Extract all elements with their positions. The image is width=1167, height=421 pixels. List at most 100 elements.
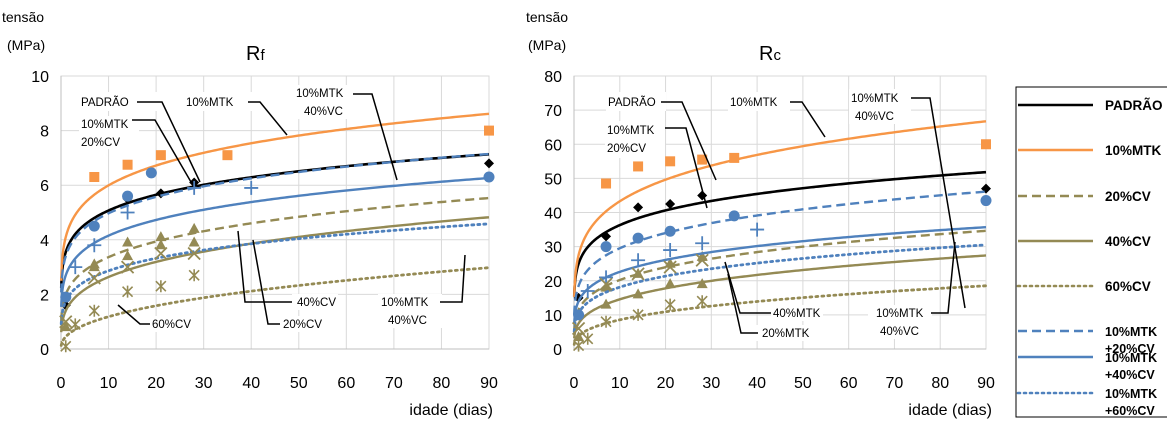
data-point <box>600 281 612 292</box>
y-tick-label: 30 <box>544 240 562 257</box>
x-tick-labels: 0 10 20 30 40 50 60 70 80 90 <box>57 375 498 392</box>
data-point <box>89 172 100 183</box>
data-point <box>122 236 134 247</box>
annotation-leader <box>440 254 466 303</box>
data-point <box>599 277 613 291</box>
x-axis-label: idade (dias) <box>409 402 493 419</box>
data-point <box>663 243 678 258</box>
data-point <box>631 253 646 268</box>
y-tick-label: 6 <box>40 178 49 195</box>
data-point <box>600 298 612 309</box>
data-point <box>580 283 595 298</box>
data-point <box>664 298 676 311</box>
data-point <box>665 198 676 209</box>
x-tick-label: 60 <box>337 375 355 392</box>
annotation-label: 10%MTK <box>381 297 429 309</box>
data-point <box>664 225 676 237</box>
annotation-label: PADRÃO <box>608 96 656 109</box>
legend-items: PADRÃO10%MTK20%CV40%CV60%CV10%MTK+20%CV1… <box>1016 98 1163 418</box>
annotation-label: 40%VC <box>880 326 919 338</box>
legend-label: 20%CV <box>1105 189 1151 204</box>
annotation-label: 10%MTK <box>851 93 899 105</box>
legend-box <box>1015 86 1167 418</box>
data-point <box>122 190 134 202</box>
series-mtk10cv40 <box>60 167 495 307</box>
data-point <box>573 339 585 352</box>
x-tick-label: 50 <box>794 375 812 392</box>
annotation-leader <box>931 241 956 314</box>
legend-item-cv60: 60%CV <box>1016 279 1151 294</box>
annotation-label: 40%VC <box>855 111 894 123</box>
data-point <box>696 278 708 289</box>
data-point <box>87 271 101 285</box>
data-point <box>571 321 586 336</box>
data-point <box>188 236 200 247</box>
data-point <box>155 239 167 250</box>
x-tick-label: 40 <box>242 375 260 392</box>
data-point <box>980 195 992 207</box>
chart-rc: tensão (MPa) Rc 0 10 20 30 40 50 60 70 80 0 10 20 3… <box>526 9 995 419</box>
data-point <box>188 269 200 282</box>
series-group <box>59 112 495 353</box>
data-point <box>695 236 710 251</box>
annotation-label: 20%CV <box>607 143 646 155</box>
legend-item-mtk10: 10%MTK <box>1018 143 1162 158</box>
annotation-leader <box>665 127 708 209</box>
annotation-leader <box>137 101 201 183</box>
data-point <box>145 167 157 179</box>
data-point <box>600 315 612 328</box>
data-point <box>728 210 740 222</box>
x-tick-label: 40 <box>748 375 766 392</box>
x-tick-label: 0 <box>57 375 66 392</box>
chart-title: Rc <box>759 43 781 65</box>
data-point <box>88 220 100 232</box>
annotation-leader <box>724 261 771 314</box>
data-point <box>631 267 645 281</box>
annotation-label: 10%MTK <box>876 308 924 320</box>
series-mtk10cv60 <box>571 243 988 336</box>
annotation-label: 40%VC <box>388 315 427 327</box>
data-point <box>632 288 644 299</box>
data-point <box>632 308 644 321</box>
legend: PADRÃO10%MTK20%CV40%CV60%CV10%MTK+20%CV1… <box>1015 86 1167 418</box>
legend-label: 10%MTK <box>1105 143 1162 158</box>
annotation-label: 20%CV <box>283 319 322 331</box>
data-point <box>600 241 612 253</box>
legend-item-cv40: 40%CV <box>1018 234 1151 249</box>
data-point <box>601 231 612 242</box>
annotations: PADRÃO 10%MTK 20%CV 10%MTK 10%MTK 40%VC … <box>605 89 966 341</box>
data-point <box>222 150 233 161</box>
x-tick-label: 80 <box>931 375 949 392</box>
x-axis-label: idade (dias) <box>908 402 992 419</box>
annotation-label: 10%MTK <box>607 125 655 137</box>
legend-label: 10%MTK <box>1105 351 1157 365</box>
series-cv20 <box>60 196 490 322</box>
y-tick-label: 50 <box>544 171 562 188</box>
data-point <box>120 205 135 220</box>
y-tick-label: 10 <box>544 308 562 325</box>
y-axis-label-line1: tensão <box>526 9 568 25</box>
data-point <box>154 246 168 261</box>
data-point <box>750 222 765 237</box>
trend-line <box>573 254 987 339</box>
x-tick-label: 90 <box>977 375 995 392</box>
data-point <box>88 261 100 272</box>
data-point <box>664 278 676 289</box>
chart-title-main: R <box>759 43 773 65</box>
y-tick-labels: 0 2 4 6 8 10 <box>31 69 49 359</box>
trend-line <box>572 284 988 346</box>
data-point <box>155 150 166 161</box>
legend-label: PADRÃO <box>1105 98 1163 113</box>
chart-title: Rf <box>246 43 265 65</box>
legend-item-mtk10cv40: 10%MTK +40%CV <box>1018 351 1157 382</box>
data-point <box>187 180 202 195</box>
annotation-label: 40%CV <box>297 297 336 309</box>
chart-title-sub: c <box>773 47 781 64</box>
y-tick-label: 0 <box>40 342 49 359</box>
trend-line <box>59 266 491 347</box>
data-point <box>665 156 676 167</box>
legend-label: +20%CV <box>1105 342 1155 356</box>
annotation-leader <box>353 93 398 181</box>
chart-title-sub: f <box>260 47 265 64</box>
annotation-leader <box>661 101 717 181</box>
